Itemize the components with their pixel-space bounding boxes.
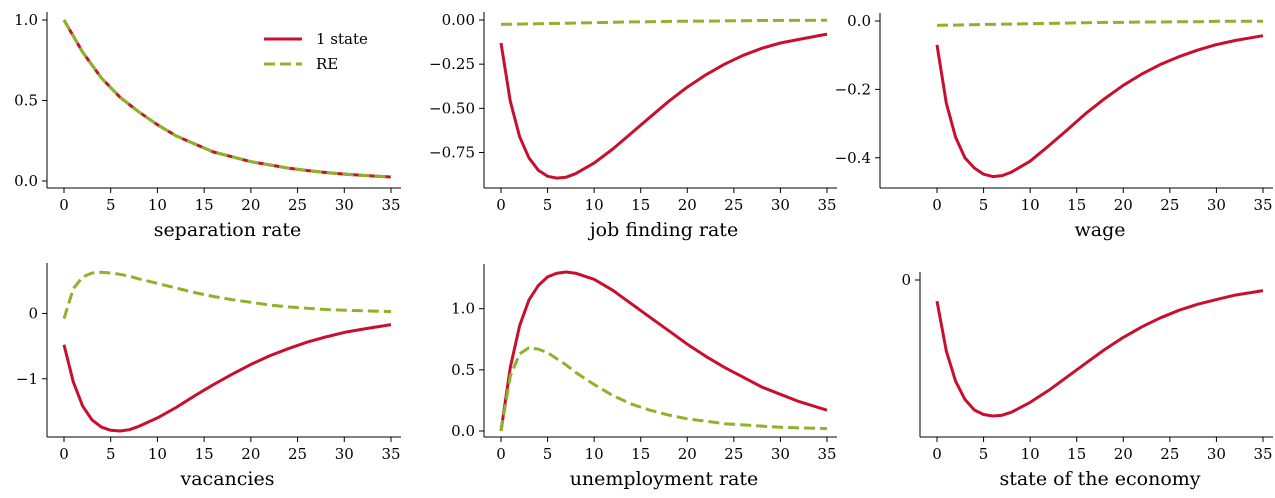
series-line-one-state	[62, 323, 392, 433]
x-tick-label: 10	[585, 445, 604, 463]
x-tick-label: 20	[678, 445, 697, 463]
series-line-re	[62, 270, 392, 320]
x-tick-label: 5	[543, 196, 553, 214]
x-axis-label: job finding rate	[588, 219, 738, 241]
x-tick-label: 30	[771, 196, 790, 214]
panel-1: 0 5 10 15 20 25 30 35 0.0 0.5 1.0 separation rate	[14, 11, 401, 241]
x-tick-label: 0	[496, 196, 506, 214]
x-tick-label: 30	[771, 445, 790, 463]
x-axis-label: wage	[1075, 219, 1126, 241]
x-tick-label: 35	[817, 445, 836, 463]
x-tick-label: 5	[979, 445, 989, 463]
y-tick-label: −0.4	[835, 149, 871, 167]
series-line-re	[499, 346, 828, 432]
panel-2: 0 5 10 15 20 25 30 35 0.00 −0.25 −0.50 −0.75 job fin…	[429, 11, 837, 241]
x-tick-label: 15	[1067, 196, 1086, 214]
x-tick-label: 0	[59, 196, 69, 214]
series-line-re	[936, 19, 1263, 27]
x-tick-label: 20	[241, 196, 260, 214]
y-tick-label: 0.0	[451, 422, 475, 440]
x-tick-label: 0	[932, 445, 942, 463]
series-line-one-state	[935, 289, 1264, 418]
x-tick-label: 10	[585, 196, 604, 214]
x-tick-label: 0	[932, 196, 942, 214]
x-tick-label: 35	[1253, 445, 1272, 463]
y-tick-label: −1	[16, 370, 38, 388]
y-tick-label: −0.75	[429, 144, 475, 162]
x-axis-label: state of the economy	[999, 468, 1200, 490]
panel-5: 0 5 10 15 20 25 30 35 0.0 0.5 1.0 unemployment rate	[451, 264, 837, 490]
y-tick-label: 0.00	[442, 11, 475, 29]
x-tick-label: 30	[335, 196, 354, 214]
x-tick-label: 15	[631, 196, 650, 214]
x-tick-label: 5	[979, 196, 989, 214]
y-tick-label: −0.25	[429, 55, 475, 73]
y-tick-label: −0.2	[835, 80, 871, 98]
x-tick-label: 10	[148, 196, 167, 214]
x-tick-label: 20	[678, 196, 697, 214]
x-tick-label: 5	[543, 445, 553, 463]
y-tick-label: 0.5	[451, 361, 475, 379]
x-axis-label: vacancies	[180, 468, 275, 490]
y-tick-label: 0.5	[14, 92, 38, 110]
x-tick-label: 35	[381, 196, 400, 214]
legend: 1 state RE	[264, 30, 368, 73]
x-tick-label: 25	[724, 445, 743, 463]
x-tick-label: 10	[1021, 445, 1040, 463]
y-tick-label: 0.0	[847, 12, 871, 30]
x-tick-label: 0	[59, 445, 69, 463]
series-line-re	[500, 18, 828, 26]
x-tick-label: 15	[1067, 445, 1086, 463]
x-tick-label: 25	[288, 196, 307, 214]
series-line-one-state	[935, 34, 1264, 179]
x-tick-label: 30	[1207, 196, 1226, 214]
x-tick-label: 25	[1160, 445, 1179, 463]
y-tick-label: −0.50	[429, 99, 475, 117]
x-tick-label: 20	[1114, 445, 1133, 463]
x-axis-label: unemployment rate	[570, 468, 759, 490]
panel-3: 0 5 10 15 20 25 30 35 0.0 −0.2 −0.4 wage	[835, 12, 1273, 241]
x-tick-label: 25	[724, 196, 743, 214]
x-tick-label: 30	[335, 445, 354, 463]
x-tick-label: 15	[631, 445, 650, 463]
x-tick-label: 35	[1253, 196, 1272, 214]
x-tick-label: 35	[817, 196, 836, 214]
series-line-one-state	[499, 32, 828, 180]
x-tick-label: 20	[241, 445, 260, 463]
panel-4: 0 5 10 15 20 25 30 35 0 −1 vacancies	[16, 263, 401, 490]
series-line-re	[62, 19, 392, 179]
x-tick-label: 30	[1207, 445, 1226, 463]
x-tick-label: 5	[106, 445, 116, 463]
x-tick-label: 10	[1021, 196, 1040, 214]
x-tick-label: 35	[381, 445, 400, 463]
y-tick-label: 0.0	[14, 172, 38, 190]
x-tick-label: 15	[195, 445, 214, 463]
y-tick-label: 0	[901, 271, 911, 289]
x-tick-label: 15	[195, 196, 214, 214]
x-tick-label: 5	[106, 196, 116, 214]
legend-re-label: RE	[316, 55, 338, 73]
x-tick-label: 0	[496, 445, 506, 463]
y-tick-label: 0	[28, 304, 38, 322]
x-tick-label: 20	[1114, 196, 1133, 214]
legend-one-state-label: 1 state	[316, 30, 368, 48]
series-line-one-state	[499, 270, 828, 432]
y-tick-label: 1.0	[451, 300, 475, 318]
x-axis-label: separation rate	[154, 219, 302, 241]
x-tick-label: 25	[1160, 196, 1179, 214]
panel-6: 0 5 10 15 20 25 30 35 0 state of the economy	[901, 271, 1273, 490]
x-tick-label: 25	[288, 445, 307, 463]
x-tick-label: 10	[148, 445, 167, 463]
y-tick-label: 1.0	[14, 11, 38, 29]
